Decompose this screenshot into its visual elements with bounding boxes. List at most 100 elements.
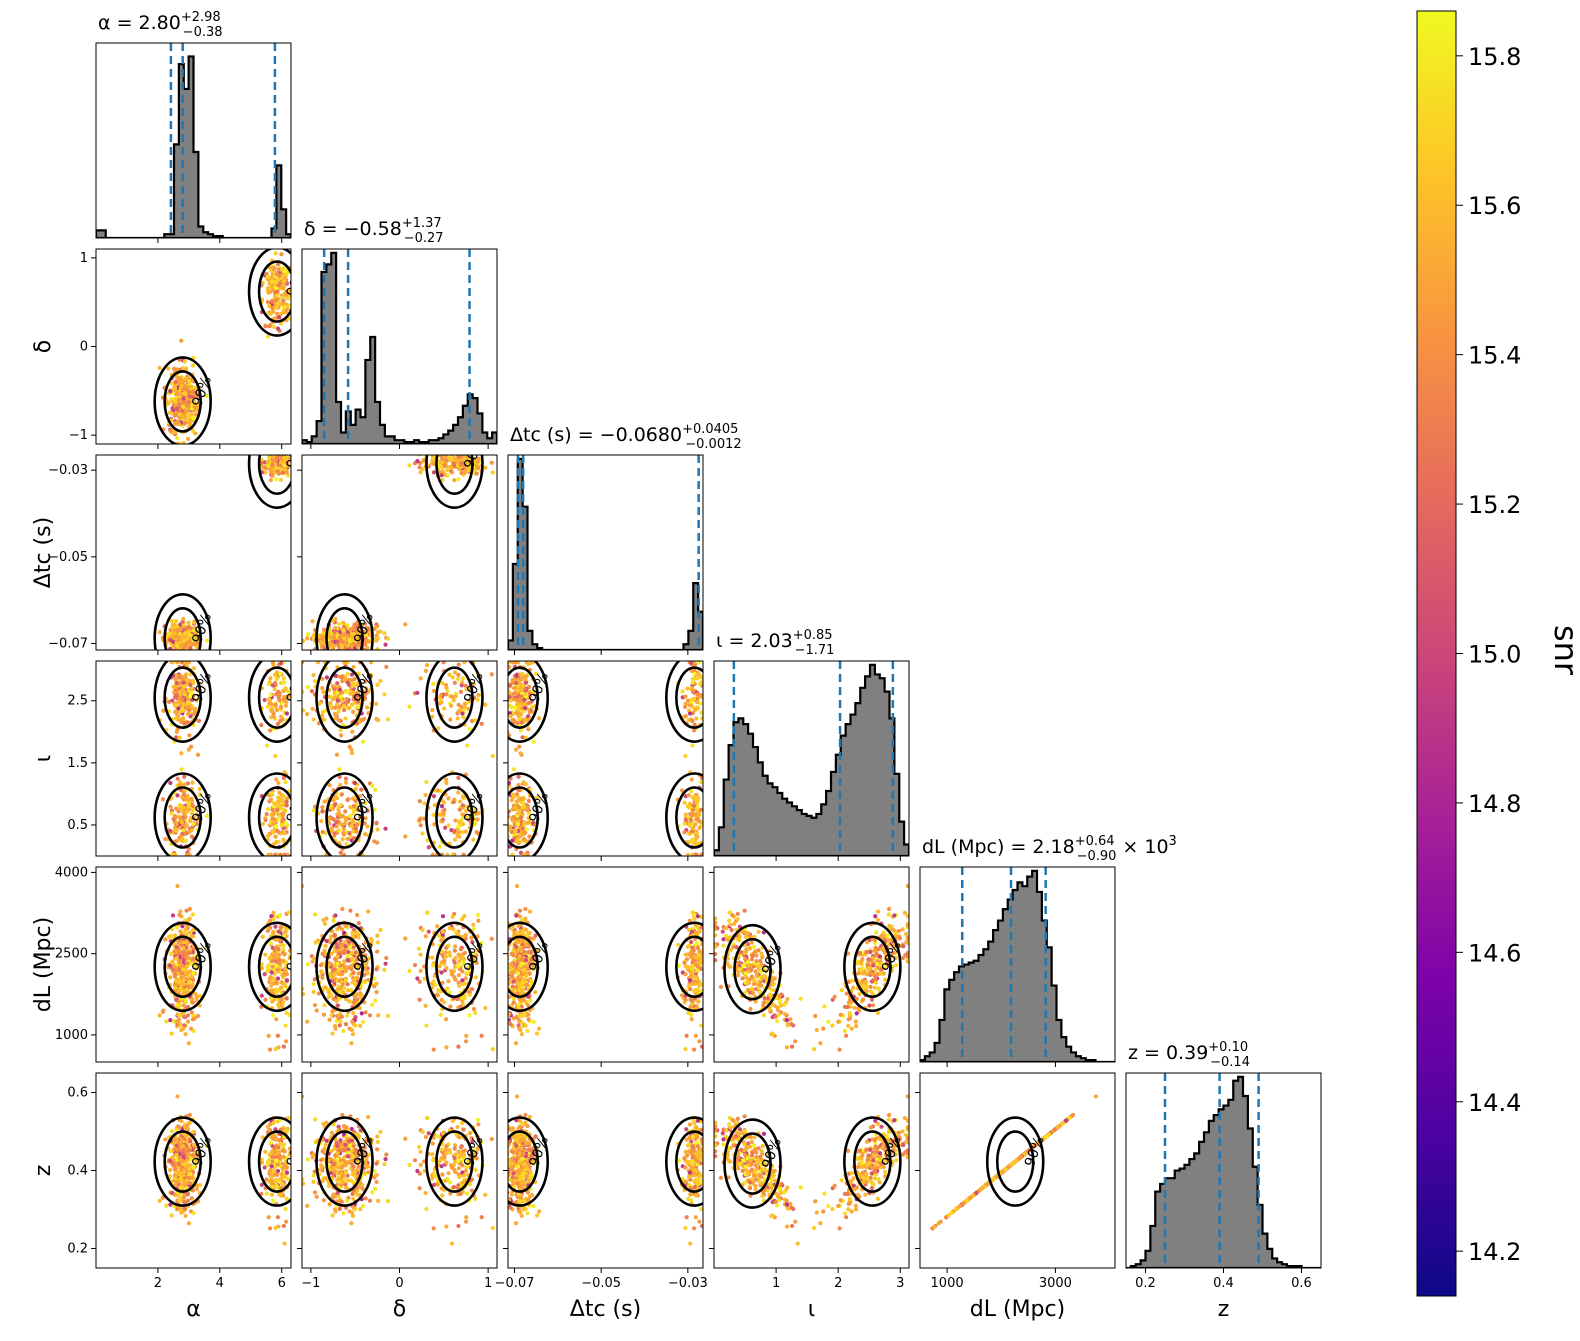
scatter-point (699, 779, 703, 785)
scatter-point (267, 467, 272, 472)
scatter-point (161, 1008, 166, 1013)
scatter-point (182, 812, 187, 817)
contour-90 (153, 921, 212, 1013)
scatter-point (471, 927, 476, 932)
scatter-point (511, 717, 516, 723)
scatter-point (341, 990, 346, 995)
scatter-point (181, 945, 186, 950)
scatter-point (193, 991, 198, 997)
scatter-point (523, 735, 528, 740)
scatter-point (383, 961, 388, 966)
scatter-point (691, 728, 697, 733)
scatter-point (348, 908, 353, 913)
scatter-point (318, 962, 324, 968)
y-tick-label: 1000 (55, 1028, 88, 1043)
scatter-point (527, 691, 532, 696)
y-tick-label: 0 (80, 340, 88, 355)
scatter-point (174, 956, 179, 961)
scatter-point (335, 1003, 340, 1008)
scatter-point (517, 717, 522, 722)
scatter-panel-distance-vs-delta: 90% 90% (297, 866, 498, 1067)
scatter-point (696, 841, 701, 846)
contour-label-90: 90% (284, 670, 310, 705)
hist-panel-delta_tc: Δtc (s) = −0.0680+0.0405 −0.0012 (507, 422, 742, 655)
scatter-point (693, 822, 698, 827)
scatter-point (176, 809, 181, 814)
contour-90 (247, 249, 291, 337)
scatter-point (451, 698, 456, 703)
scatter-point (524, 807, 530, 813)
scatter-point (372, 976, 377, 981)
scatter-point (282, 463, 287, 468)
scatter-point (366, 956, 371, 961)
scatter-point (189, 1010, 194, 1015)
scatter-point (690, 743, 695, 748)
scatter-point (277, 450, 281, 454)
contour-50 (508, 666, 539, 729)
scatter-point (697, 681, 703, 687)
scatter-point (281, 837, 286, 842)
scatter-point (422, 976, 427, 981)
scatter-point (181, 1014, 186, 1019)
contour-label-90: 90% (284, 939, 310, 974)
scatter-point (181, 797, 187, 802)
scatter-point (273, 980, 278, 985)
scatter-point (329, 951, 334, 956)
contour-90 (425, 921, 484, 1013)
scatter-point (703, 790, 707, 794)
scatter-point (179, 1027, 184, 1033)
scatter-point (459, 704, 464, 709)
scatter-point (355, 624, 361, 629)
contour-90 (315, 921, 374, 1013)
scatter-point (516, 805, 522, 810)
scatter-point (351, 664, 356, 670)
scatter-point (193, 706, 198, 711)
scatter-point (339, 733, 344, 738)
scatter-point (321, 627, 327, 632)
contour-50 (163, 786, 202, 849)
scatter-point (463, 808, 469, 814)
scatter-point (173, 634, 178, 639)
scatter-point (341, 852, 347, 856)
scatter-point (177, 696, 182, 702)
scatter-point (274, 289, 280, 294)
scatter-point (683, 817, 689, 823)
scatter-point (437, 812, 442, 817)
scatter-point (680, 689, 685, 694)
panel-frame (95, 866, 292, 1063)
scatter-point (305, 685, 311, 690)
scatter-point (305, 962, 311, 967)
scatter-point (341, 830, 346, 836)
scatter-point (335, 681, 340, 686)
scatter-point (436, 933, 441, 938)
scatter-point (340, 971, 345, 976)
scatter-point (186, 1041, 191, 1046)
scatter-point (376, 630, 381, 635)
scatter-point (515, 838, 521, 843)
scatter-point (177, 912, 182, 918)
scatter-point (518, 684, 523, 689)
scatter-point (328, 940, 333, 945)
scatter-point (185, 809, 190, 814)
scatter-point (259, 993, 264, 998)
scatter-point (276, 795, 281, 800)
scatter-point (278, 925, 283, 930)
y-tick-label: 2.5 (67, 694, 88, 709)
scatter-point (311, 673, 316, 678)
scatter-point (520, 800, 525, 806)
scatter-point (172, 814, 178, 819)
histogram-delta_tc (508, 457, 703, 650)
scatter-point (489, 672, 494, 677)
scatter-point (682, 821, 687, 826)
scatter-point (510, 852, 515, 856)
contour-50 (257, 455, 291, 495)
scatter-point (284, 470, 289, 475)
scatter-point (510, 817, 515, 822)
scatter-point (283, 779, 288, 785)
contour-50 (325, 786, 364, 849)
scatter-point (186, 974, 192, 979)
scatter-point (693, 833, 699, 838)
scatter-point (267, 1047, 273, 1052)
scatter-point (341, 636, 347, 641)
